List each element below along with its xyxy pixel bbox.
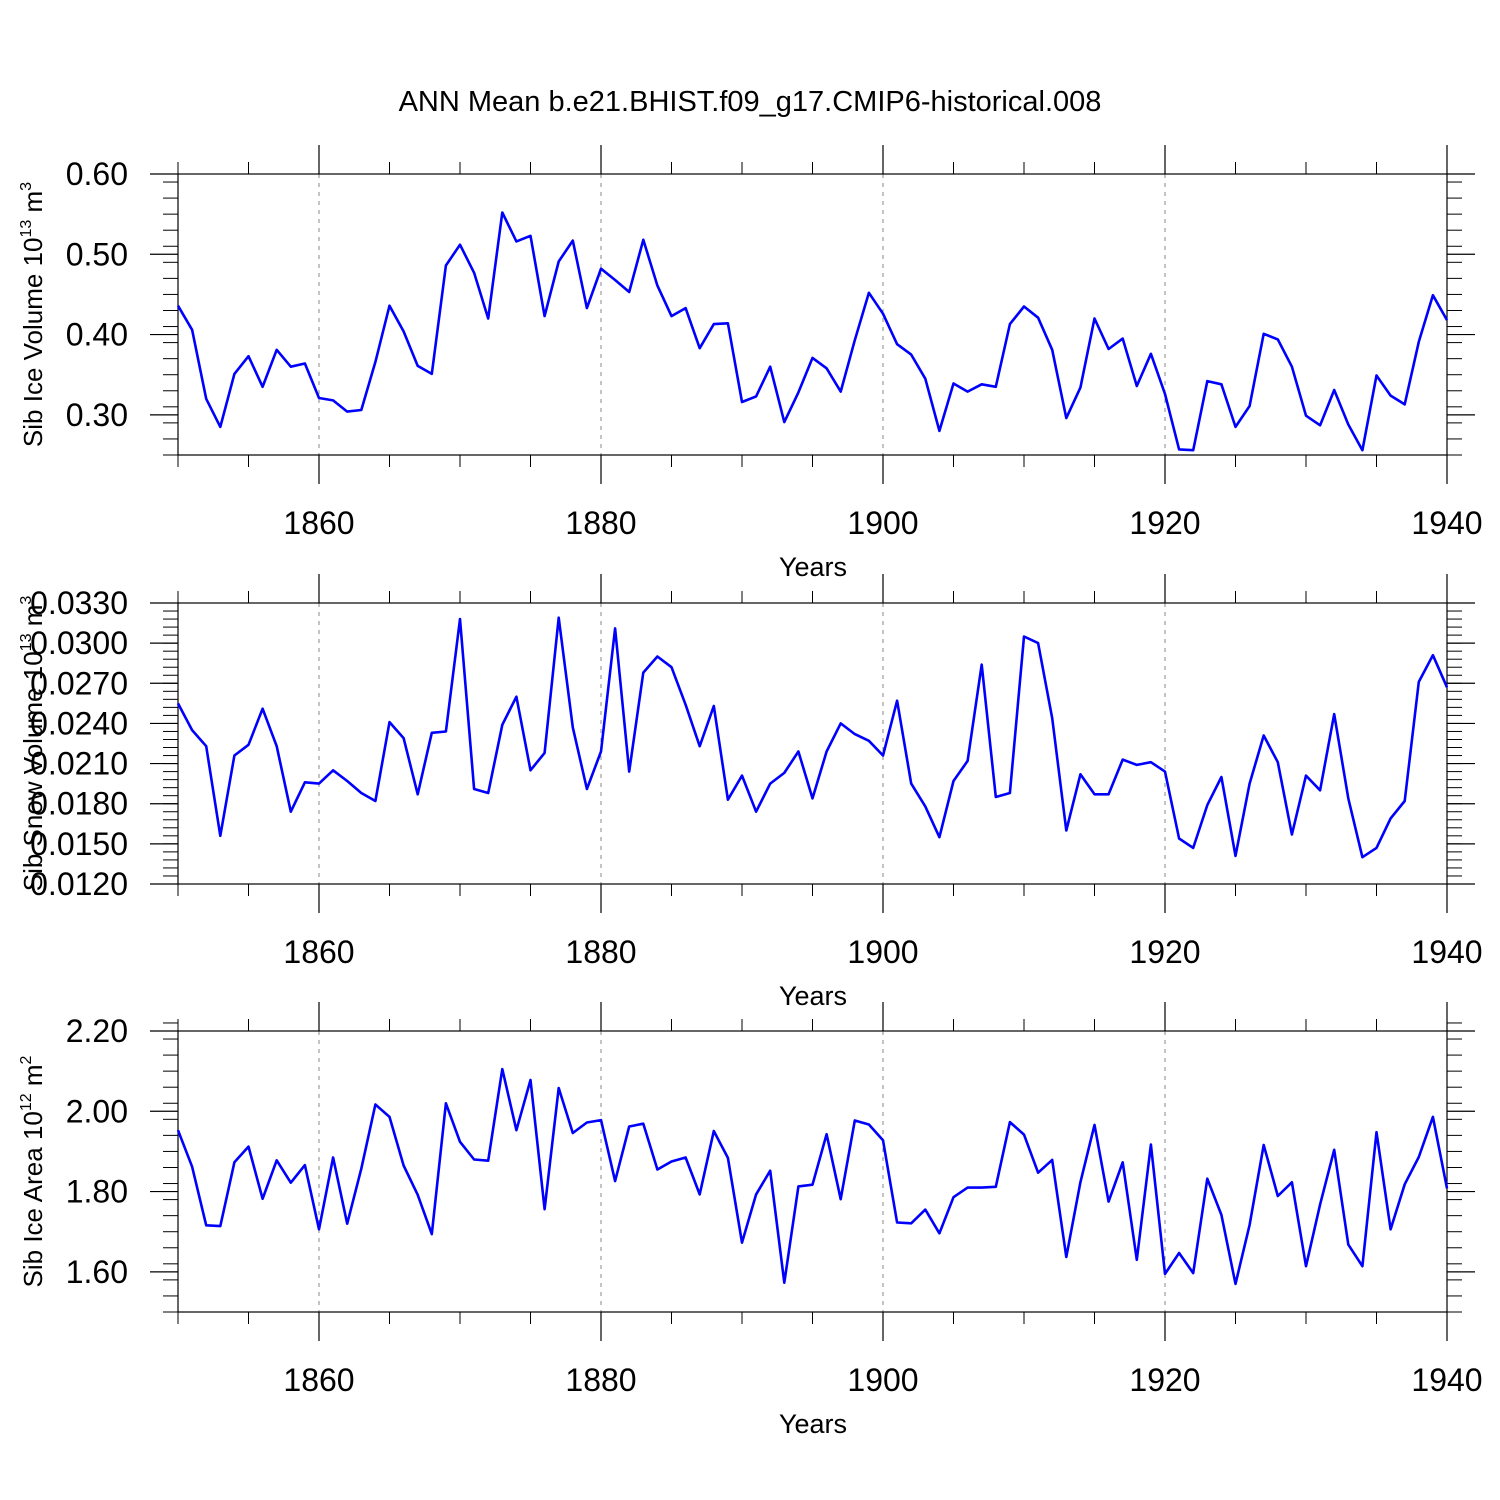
- panel-2: 1860 1880 1900 1920 1940 0.0120 0.0150 0.0180 0.…: [18, 574, 1483, 1011]
- y-tick-label: 2.00: [66, 1093, 128, 1129]
- y-axis-title: Sib Ice Area 1012 m2: [18, 1055, 48, 1287]
- y-tick-label: 0.0300: [30, 625, 128, 661]
- y-axis-title: Sib Snow Volume 1013 m3: [18, 596, 48, 892]
- y-axis-title: Sib Ice Volume 1013 m3: [18, 182, 48, 447]
- x-tick-label: 1940: [1411, 1362, 1482, 1398]
- y-tick-label: 0.0150: [30, 826, 128, 862]
- x-tick-label: 1940: [1411, 934, 1482, 970]
- y-tick-label: 0.60: [66, 156, 128, 192]
- x-axis-title: Years: [779, 981, 847, 1011]
- y-tick-label: 1.60: [66, 1254, 128, 1290]
- y-tick-label: 0.40: [66, 317, 128, 353]
- x-axis-title: Years: [779, 1409, 847, 1439]
- y-tick-label: 0.0240: [30, 705, 128, 741]
- x-tick-label: 1880: [565, 1362, 636, 1398]
- x-tick-label: 1860: [283, 934, 354, 970]
- y-tick-label: 0.0180: [30, 786, 128, 822]
- x-tick-label: 1920: [1129, 1362, 1200, 1398]
- x-tick-label: 1900: [847, 505, 918, 541]
- x-tick-label: 1920: [1129, 934, 1200, 970]
- x-tick-label: 1900: [847, 934, 918, 970]
- panels: 1860 1880 1900 1920 1940 0.30 0.40 0.50 0.60 Year…: [18, 145, 1483, 1439]
- panel-3: 1860 1880 1900 1920 1940 1.60 1.80 2.00 2.20 Year…: [18, 1002, 1483, 1439]
- series-line: [176, 1067, 1449, 1286]
- y-tick-label: 0.0210: [30, 746, 128, 782]
- panel-1: 1860 1880 1900 1920 1940 0.30 0.40 0.50 0.60 Year…: [18, 145, 1483, 582]
- x-tick-label: 1860: [283, 1362, 354, 1398]
- y-tick-label: 2.20: [66, 1013, 128, 1049]
- y-tick-label: 0.50: [66, 236, 128, 272]
- x-tick-label: 1860: [283, 505, 354, 541]
- y-tick-label: 0.0270: [30, 665, 128, 701]
- series-line: [176, 616, 1449, 859]
- x-tick-label: 1900: [847, 1362, 918, 1398]
- y-tick-label: 0.30: [66, 397, 128, 433]
- x-tick-label: 1920: [1129, 505, 1200, 541]
- y-tick-label: 0.0120: [30, 866, 128, 902]
- chart-title: ANN Mean b.e21.BHIST.f09_g17.CMIP6-histo…: [399, 86, 1102, 118]
- x-tick-label: 1940: [1411, 505, 1482, 541]
- x-axis-title: Years: [779, 552, 847, 582]
- y-tick-label: 1.80: [66, 1174, 128, 1210]
- series-line: [176, 211, 1449, 452]
- y-tick-label: 0.0330: [30, 585, 128, 621]
- x-tick-label: 1880: [565, 505, 636, 541]
- x-tick-label: 1880: [565, 934, 636, 970]
